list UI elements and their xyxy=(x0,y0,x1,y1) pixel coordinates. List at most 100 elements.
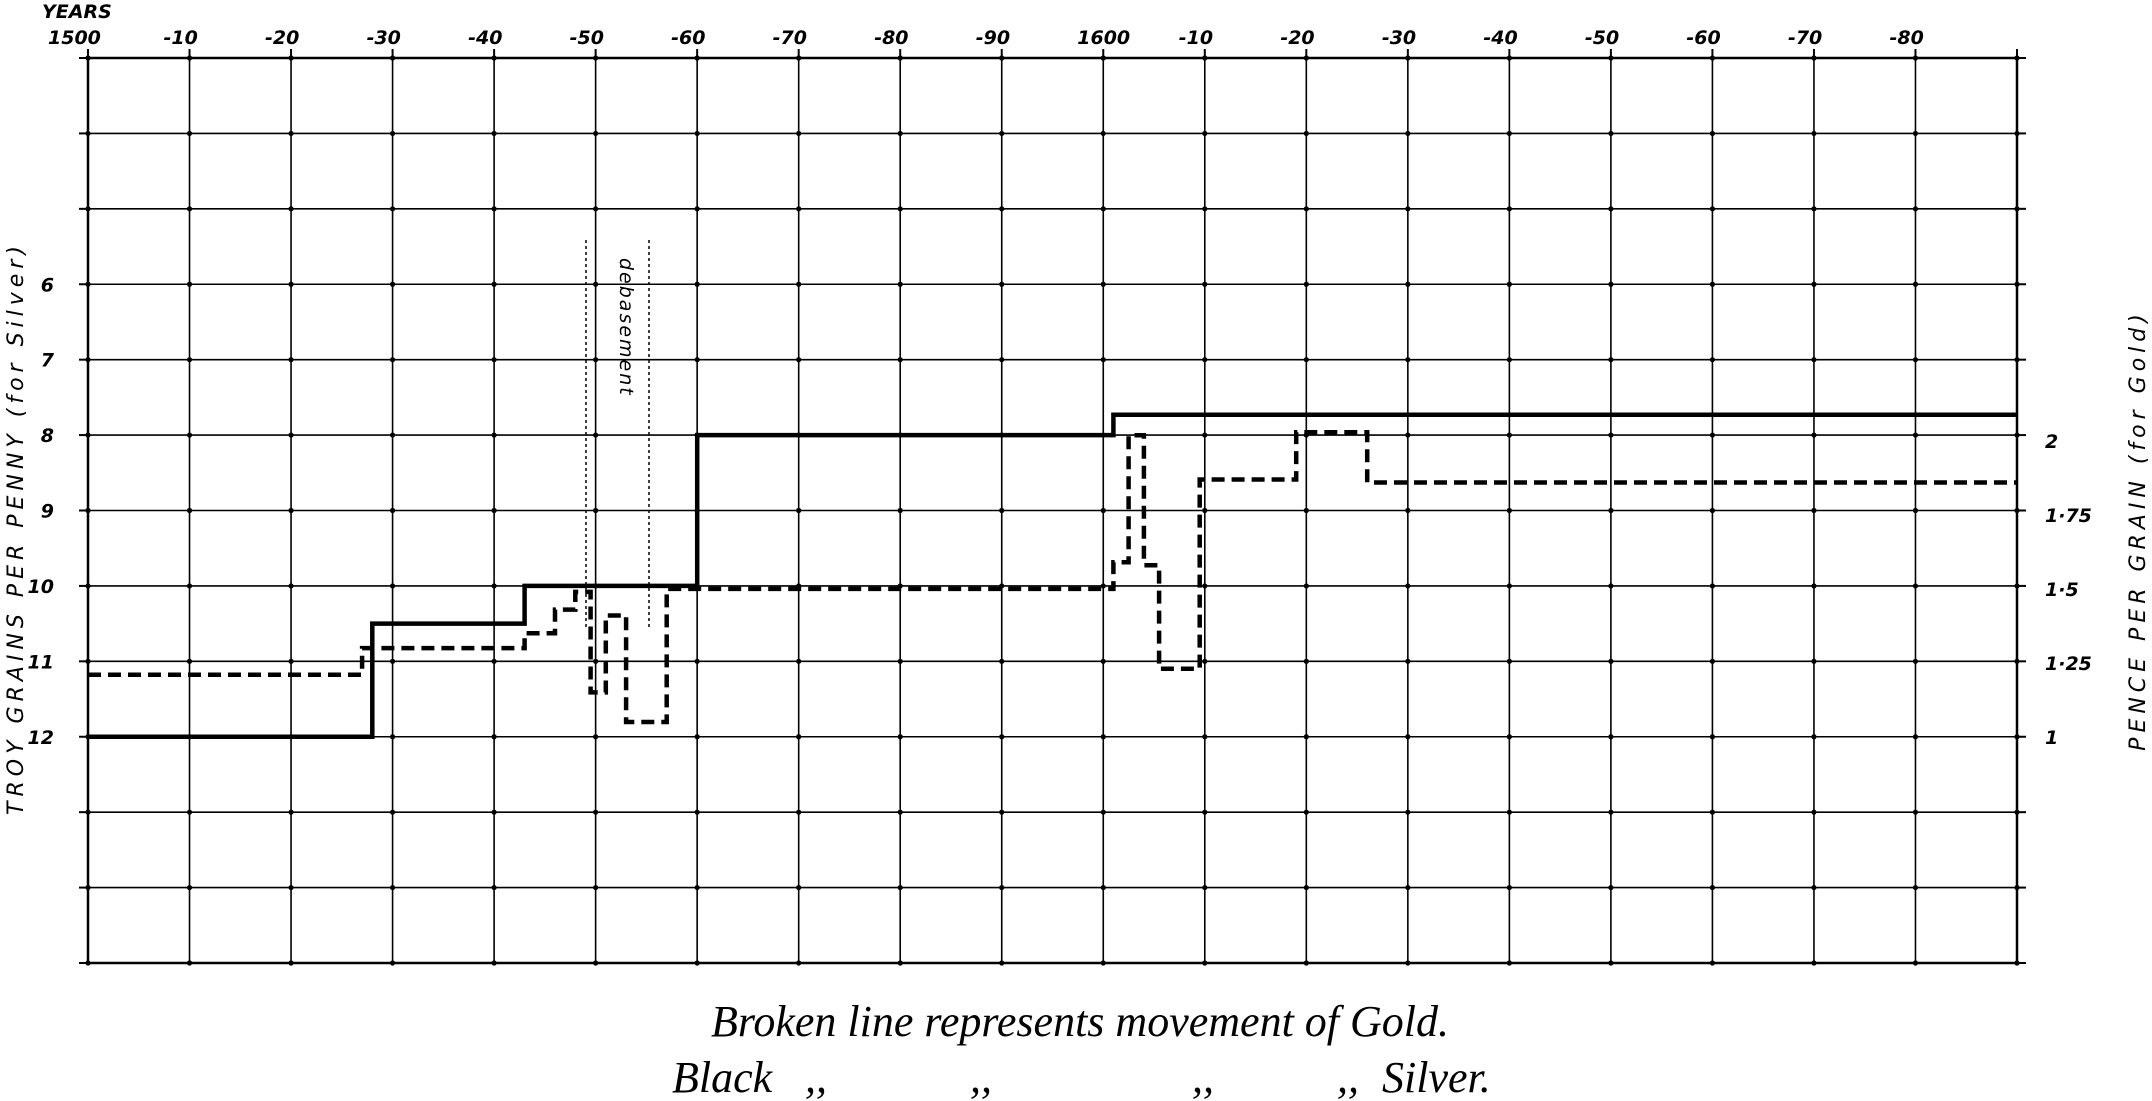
grid-intersection-marker xyxy=(186,960,193,966)
grid-intersection-marker xyxy=(288,960,294,966)
y-left-tick-label: 8 xyxy=(41,425,54,447)
grid-intersection-marker xyxy=(1811,281,1817,287)
grid-intersection-marker xyxy=(491,960,497,966)
grid-intersection-marker xyxy=(1709,960,1716,966)
grid-intersection-marker xyxy=(1506,432,1512,438)
series-line-gold xyxy=(88,429,2017,725)
grid-intersection-marker xyxy=(491,507,497,514)
grid-intersection-marker xyxy=(1100,960,1106,966)
grid-intersection-marker xyxy=(1303,734,1309,740)
grid-intersection-marker xyxy=(694,809,700,815)
y-left-axis-title: TROY GRAINS PER PENNY (for Silver) xyxy=(4,241,29,815)
grid-intersection-marker xyxy=(389,357,396,363)
caption-silver: Silver. xyxy=(1382,1053,1491,1101)
grid-intersection-marker xyxy=(694,206,700,212)
grid-intersection-marker xyxy=(1202,432,1208,438)
grid-intersection-marker xyxy=(999,734,1005,740)
grid-intersection-marker xyxy=(999,884,1005,891)
grid-intersection-marker xyxy=(186,658,193,664)
grid-tick-markers xyxy=(79,49,2026,966)
grid-intersection-marker xyxy=(694,357,700,363)
x-tick-label: -90 xyxy=(976,27,1010,49)
y-left-tick-label: 11 xyxy=(28,651,54,673)
grid-intersection-marker xyxy=(1912,658,1919,664)
grid-intersection-marker xyxy=(1100,658,1106,664)
grid-intersection-marker xyxy=(897,884,903,891)
grid-intersection-marker xyxy=(1506,734,1512,740)
grid-intersection-marker xyxy=(999,960,1005,966)
grid-intersection-marker xyxy=(491,357,497,363)
grid-intersection-marker xyxy=(1100,809,1106,815)
grid-intersection-marker xyxy=(1303,357,1309,363)
grid-intersection-marker xyxy=(1506,507,1512,514)
grid-intersection-marker xyxy=(1506,357,1512,363)
y-left-tick-label: 6 xyxy=(41,274,54,296)
grid xyxy=(86,56,2019,965)
grid-intersection-marker xyxy=(1506,206,1512,212)
grid-intersection-marker xyxy=(897,507,903,514)
grid-intersection-marker xyxy=(1506,130,1512,137)
x-tick-label: -10 xyxy=(1179,27,1213,49)
grid-intersection-marker xyxy=(288,206,294,212)
grid-intersection-marker xyxy=(389,281,396,287)
x-tick-label: 1500 xyxy=(48,27,101,49)
grid-intersection-marker xyxy=(1405,734,1411,740)
grid-intersection-marker xyxy=(1912,809,1919,815)
grid-intersection-marker xyxy=(1303,130,1309,137)
y-right-tick-label: 1·75 xyxy=(2045,505,2092,527)
grid-intersection-marker xyxy=(999,658,1005,664)
grid-intersection-marker xyxy=(897,960,903,966)
grid-intersection-marker xyxy=(796,130,802,137)
grid-intersection-marker xyxy=(288,658,294,664)
x-tick-label: -70 xyxy=(773,27,807,49)
grid-intersection-marker xyxy=(389,432,396,438)
grid-intersection-marker xyxy=(593,432,599,438)
grid-intersection-marker xyxy=(897,734,903,740)
caption-ditto-1: ,, xyxy=(805,1053,827,1101)
grid-intersection-marker xyxy=(1912,130,1919,137)
grid-intersection-marker xyxy=(897,809,903,815)
grid-intersection-marker xyxy=(1303,507,1309,514)
grid-intersection-marker xyxy=(1811,809,1817,815)
grid-intersection-marker xyxy=(1811,884,1817,891)
grid-intersection-marker xyxy=(186,583,193,589)
y-left-tick-label: 9 xyxy=(41,501,54,523)
grid-intersection-marker xyxy=(1811,130,1817,137)
grid-intersection-marker xyxy=(389,130,396,137)
caption-ditto-3: ,, xyxy=(1192,1053,1214,1101)
grid-intersection-marker xyxy=(1405,809,1411,815)
grid-intersection-marker xyxy=(1100,734,1106,740)
x-axis-title: YEARS xyxy=(42,1,112,23)
grid-intersection-marker xyxy=(491,809,497,815)
x-tick-labels: 1500 -10 -20 -30 -40 -50 -60 -70 -80 -90 1600 -10 -2… xyxy=(48,27,1924,49)
grid-intersection-marker xyxy=(186,432,193,438)
grid-intersection-marker xyxy=(593,357,599,363)
grid-intersection-marker xyxy=(1811,658,1817,664)
grid-intersection-marker xyxy=(1811,357,1817,363)
grid-intersection-marker xyxy=(1100,507,1106,514)
grid-intersection-marker xyxy=(288,809,294,815)
x-tick-label: -50 xyxy=(1585,27,1619,49)
grid-intersection-marker xyxy=(796,884,802,891)
grid-intersection-marker xyxy=(1202,658,1208,664)
grid-intersection-marker xyxy=(288,884,294,891)
grid-intersection-marker xyxy=(694,960,700,966)
grid-intersection-marker xyxy=(389,960,396,966)
grid-intersection-marker xyxy=(1912,507,1919,514)
grid-intersection-marker xyxy=(389,583,396,589)
grid-intersection-marker xyxy=(1709,432,1716,438)
x-tick-label: -60 xyxy=(1686,27,1720,49)
grid-intersection-marker xyxy=(1608,809,1614,815)
grid-intersection-marker xyxy=(1709,507,1716,514)
x-tick-label: -20 xyxy=(265,27,299,49)
grid-intersection-marker xyxy=(1405,583,1411,589)
grid-intersection-marker xyxy=(1202,206,1208,212)
series-line-silver xyxy=(88,412,2017,740)
grid-intersection-marker xyxy=(897,130,903,137)
grid-intersection-marker xyxy=(1303,809,1309,815)
grid-intersection-marker xyxy=(1303,884,1309,891)
x-tick-label: -70 xyxy=(1788,27,1822,49)
grid-intersection-marker xyxy=(1709,357,1716,363)
grid-intersection-marker xyxy=(1405,281,1411,287)
grid-intersection-marker xyxy=(1506,658,1512,664)
